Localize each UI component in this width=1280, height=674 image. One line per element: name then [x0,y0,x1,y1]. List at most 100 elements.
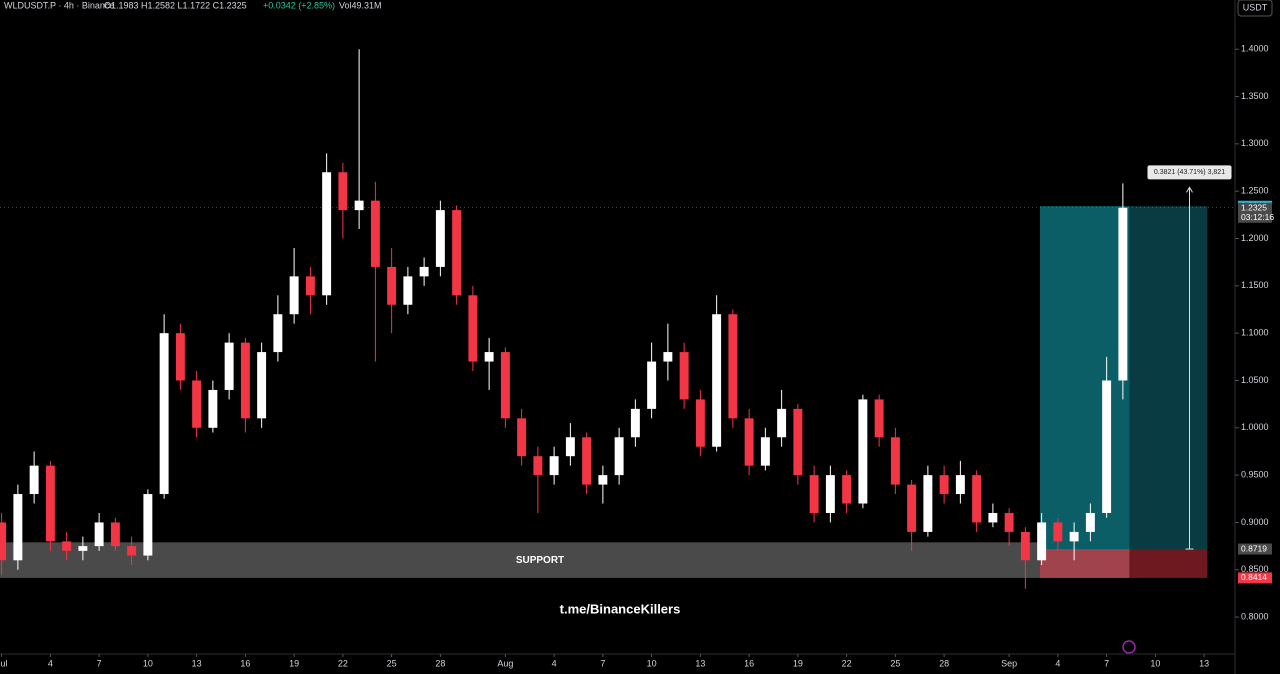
candle-body [403,276,413,305]
candle-body [224,342,234,390]
candle-body [1102,380,1112,513]
candle-body [435,210,445,267]
candle-body [858,399,868,504]
candle-body [0,522,7,561]
candle-body [793,408,803,476]
candle-body [907,484,917,532]
measure-label: 0.3821 (43.71%) 3,821 [1154,169,1225,176]
candle-body [598,475,608,485]
candle-body [29,465,39,495]
candle-body [1004,512,1014,532]
x-tick-label: 13 [1199,658,1209,668]
candle-body [468,295,478,362]
x-tick-label: 10 [1150,658,1160,668]
candle-body [777,408,787,438]
currency[interactable]: USDT [1243,2,1268,12]
x-tick-label: 19 [793,658,803,668]
candle-body [322,172,332,296]
candle-body [647,361,657,409]
price-label: 0.8414 [1241,572,1267,582]
candle-body [614,437,624,476]
candle-body [354,200,364,211]
candle-body [939,475,949,495]
price-label: 0.8719 [1241,543,1267,553]
candle-body [1037,522,1047,561]
y-tick-label: 1.2000 [1241,233,1269,243]
x-tick-label: Aug [497,658,513,668]
support-label: SUPPORT [516,555,564,566]
candle-body [500,352,510,419]
x-tick-label: 7 [600,658,605,668]
symbol: WLDUSDT.P · 4h · Binance [4,0,114,10]
x-tick-label: 19 [289,658,299,668]
x-tick-label: 7 [97,658,102,668]
candle-body [988,512,998,523]
x-tick-label: 10 [647,658,657,668]
price-label-box [1238,572,1272,584]
measure-box [1147,165,1232,180]
x-tick-label: 25 [387,658,397,668]
candle-body [338,172,348,211]
candle-body [175,333,185,381]
candle-body [13,494,23,561]
candle-body [565,437,575,457]
candle-body [484,352,494,362]
x-tick-label: 4 [1055,658,1060,668]
y-tick-label: 1.0500 [1241,375,1269,385]
y-tick-label: 1.1000 [1241,328,1269,338]
candle-body [1069,531,1079,542]
x-tick-label: 13 [192,658,202,668]
price-label-sub: 03:12:16 [1241,212,1274,222]
y-tick-label: 0.8500 [1241,564,1269,574]
candle-body [663,352,673,362]
alert-icon[interactable] [1122,640,1136,654]
candle-body [955,475,965,495]
candle-body [533,456,543,476]
candle-body [45,465,55,542]
y-tick-label: 1.1500 [1241,280,1269,290]
y-tick-label: 1.3000 [1241,138,1269,148]
ohlc: O1.1983 H1.2582 L1.1722 C1.2325 [104,0,247,10]
candle-body [517,418,527,457]
x-tick-label: 10 [143,658,153,668]
candle-body [370,200,380,267]
measure-arrowhead [1186,186,1193,193]
x-tick-label: 28 [435,658,445,668]
y-tick-label: 1.2500 [1241,186,1269,196]
x-tick-label: Sep [1001,658,1017,668]
candle-body [273,314,283,353]
watermark: t.me/BinanceKillers [560,601,681,616]
candle-body [630,408,640,438]
candle-body [695,399,705,447]
stop-zone-elapsed [1040,549,1130,578]
candle-body [159,333,169,495]
currency-box[interactable] [1237,0,1273,17]
candle-body [257,352,267,419]
candle-body [452,210,462,296]
y-tick-label: 0.8000 [1241,611,1269,621]
candle-body [744,418,754,466]
candle-body [1118,207,1128,381]
y-tick-label: 0.9500 [1241,469,1269,479]
support-zone [0,542,1040,578]
candle-body [62,541,72,551]
candle-body [923,475,933,532]
x-tick-label: 16 [240,658,250,668]
candle-body [842,475,852,504]
candle-body [809,475,819,513]
x-tick-label: 4 [552,658,557,668]
x-tick-label: Jul [0,658,7,668]
candle-body [874,399,884,438]
candle-body [890,437,900,485]
candle-body [110,522,120,547]
x-tick-label: 4 [48,658,53,668]
price-label-box [1238,202,1272,223]
candle-body [127,546,137,556]
candle-body [208,389,218,428]
price-label-box [1238,543,1272,555]
candle-body [387,266,397,305]
candle-body [1053,522,1063,542]
volume: Vol49.31M [339,0,382,10]
price-label: 1.2325 [1241,202,1267,212]
candle-body [240,342,250,419]
